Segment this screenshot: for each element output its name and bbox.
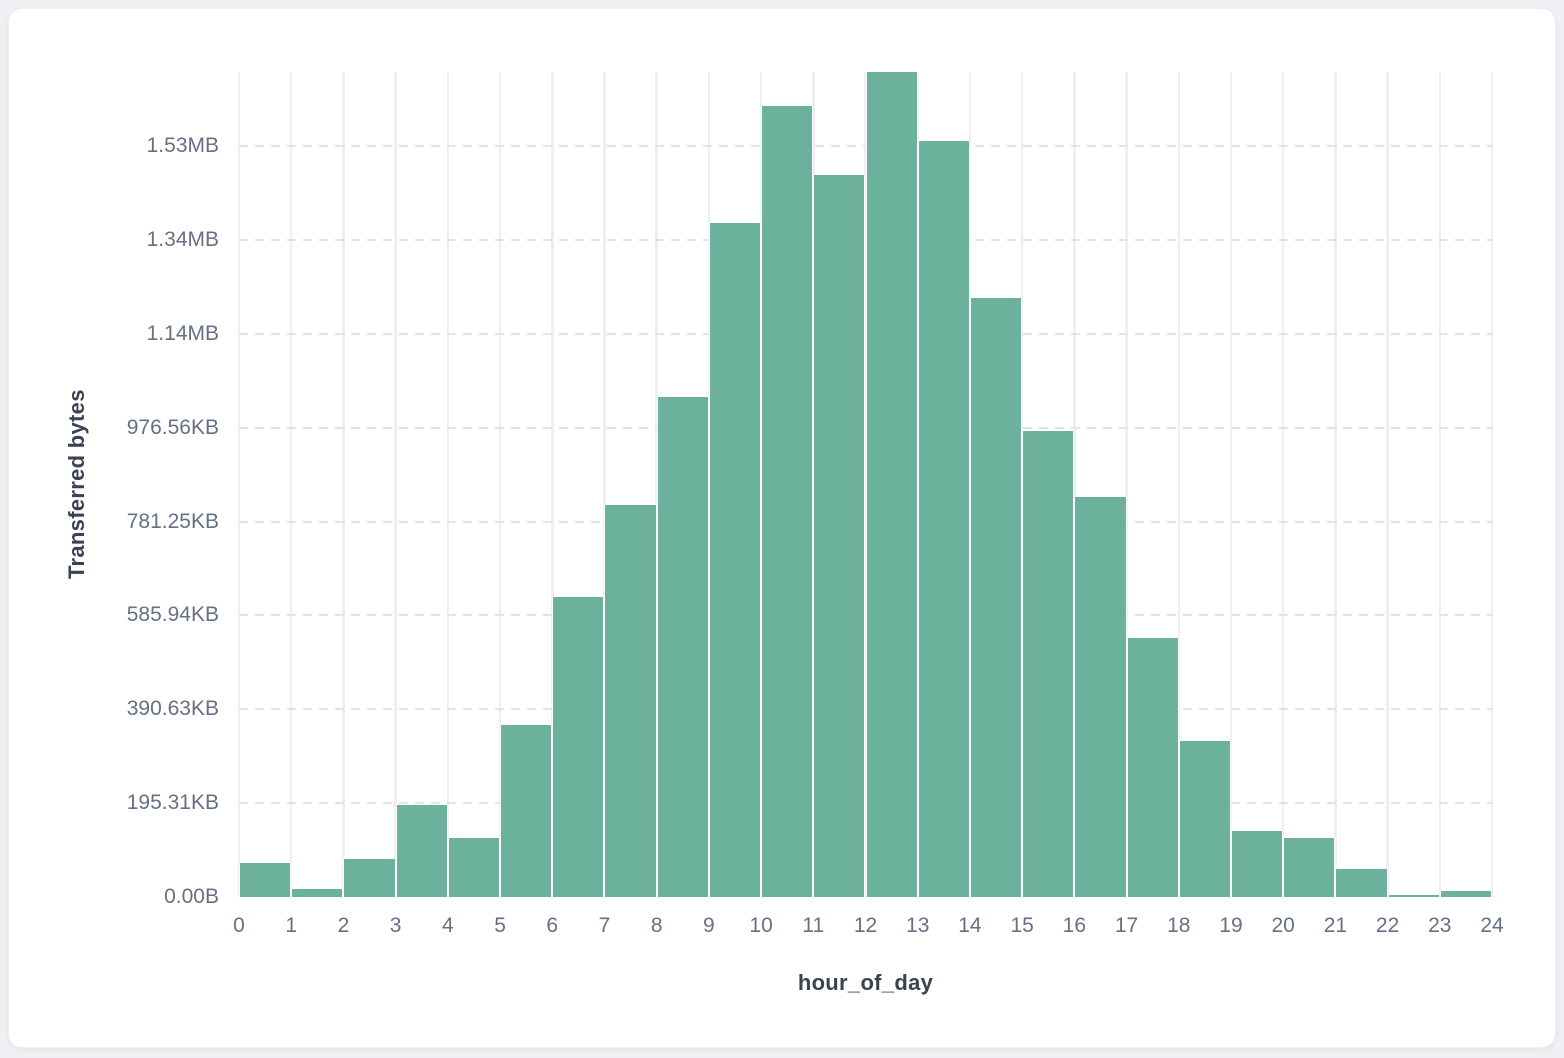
vertical-gridline [1386, 72, 1389, 897]
x-tick-label: 17 [1114, 914, 1139, 937]
x-tick-label: 12 [853, 914, 878, 937]
histogram-bar[interactable] [1387, 894, 1440, 897]
x-tick-label: 11 [802, 914, 825, 937]
x-tick-label: 23 [1428, 914, 1452, 937]
x-tick-label: 16 [1062, 914, 1087, 937]
vertical-gridline [1125, 72, 1128, 897]
x-tick-label: 24 [1480, 914, 1504, 937]
y-tick-label: 195.31KB [126, 791, 219, 815]
y-tick-label: 585.94KB [126, 603, 219, 627]
plot-area: Transferred bytes hour_of_day 0.00B 195.3… [64, 72, 1504, 995]
vertical-gridline [1438, 72, 1442, 897]
vertical-gridline [1229, 72, 1233, 897]
histogram-bar[interactable] [1126, 637, 1179, 897]
histogram-bar[interactable] [552, 596, 605, 897]
histogram-bar[interactable] [291, 889, 344, 897]
histogram-bar[interactable] [761, 106, 814, 897]
histogram-bar[interactable] [813, 175, 866, 897]
x-tick-label: 20 [1271, 914, 1295, 937]
x-tick-label: 8 [650, 914, 663, 937]
histogram-bar[interactable] [1074, 496, 1127, 897]
vertical-gridline [603, 72, 606, 897]
x-tick-label: 22 [1375, 914, 1400, 937]
x-tick-label: 9 [703, 914, 715, 937]
x-tick-label: 18 [1167, 914, 1191, 937]
histogram-bar[interactable] [604, 504, 657, 897]
histogram-bar[interactable] [500, 724, 553, 897]
x-tick-label: 7 [598, 914, 611, 937]
vertical-gridline [1177, 72, 1180, 897]
histogram-bar[interactable] [1022, 431, 1075, 897]
x-tick-label: 14 [958, 914, 982, 937]
x-tick-label: 21 [1323, 914, 1348, 937]
vertical-gridline [498, 72, 502, 897]
vertical-gridline [1490, 72, 1494, 897]
histogram-bar[interactable] [708, 223, 762, 897]
x-tick-label: 3 [389, 914, 402, 937]
x-tick-label: 13 [906, 914, 930, 937]
histogram-bar[interactable] [343, 859, 396, 897]
vertical-gridline [1281, 72, 1285, 897]
y-tick-label: 1.34MB [146, 228, 219, 251]
y-tick-label: 976.56KB [126, 415, 219, 439]
histogram-bar[interactable] [969, 298, 1023, 897]
histogram-bar[interactable] [1283, 837, 1336, 897]
vertical-gridline [1334, 72, 1337, 897]
vertical-gridline [1073, 72, 1076, 897]
x-tick-label: 1 [285, 914, 298, 937]
vertical-gridline [446, 72, 450, 897]
x-axis-title: hour_of_day [797, 970, 934, 995]
y-tick-label: 0.00B [164, 885, 219, 908]
histogram-bar[interactable] [1230, 830, 1284, 897]
histogram-bar[interactable] [865, 72, 918, 897]
histogram-bar[interactable] [1335, 869, 1388, 897]
x-tick-label: 6 [546, 914, 559, 937]
y-tick-label: 390.63KB [126, 697, 219, 721]
vertical-gridline [237, 72, 241, 897]
chart-card: Transferred bytes hour_of_day 0.00B 195.3… [8, 8, 1556, 1048]
histogram-bar[interactable] [1439, 890, 1492, 897]
histogram-bar[interactable] [1178, 740, 1231, 897]
x-tick-label: 2 [337, 914, 350, 937]
vertical-gridline [394, 72, 397, 897]
vertical-gridline [289, 72, 293, 897]
histogram-bar[interactable] [656, 397, 709, 897]
y-tick-label: 781.25KB [126, 509, 219, 533]
x-tick-label: 10 [749, 914, 773, 937]
y-axis-title: Transferred bytes [64, 389, 89, 580]
y-tick-label: 1.14MB [146, 321, 219, 345]
y-tick-label: 1.53MB [146, 134, 219, 158]
vertical-gridline [551, 72, 554, 897]
histogram-bar[interactable] [917, 141, 970, 897]
vertical-gridline [342, 72, 345, 897]
x-tick-label: 15 [1010, 914, 1034, 937]
histogram-bar[interactable] [239, 863, 292, 897]
x-tick-label: 4 [441, 914, 454, 937]
x-tick-label: 5 [494, 914, 506, 937]
x-tick-label: 19 [1219, 914, 1243, 937]
histogram-bar[interactable] [447, 837, 501, 897]
x-tick-label: 0 [233, 914, 245, 937]
histogram-bar[interactable] [395, 805, 448, 897]
